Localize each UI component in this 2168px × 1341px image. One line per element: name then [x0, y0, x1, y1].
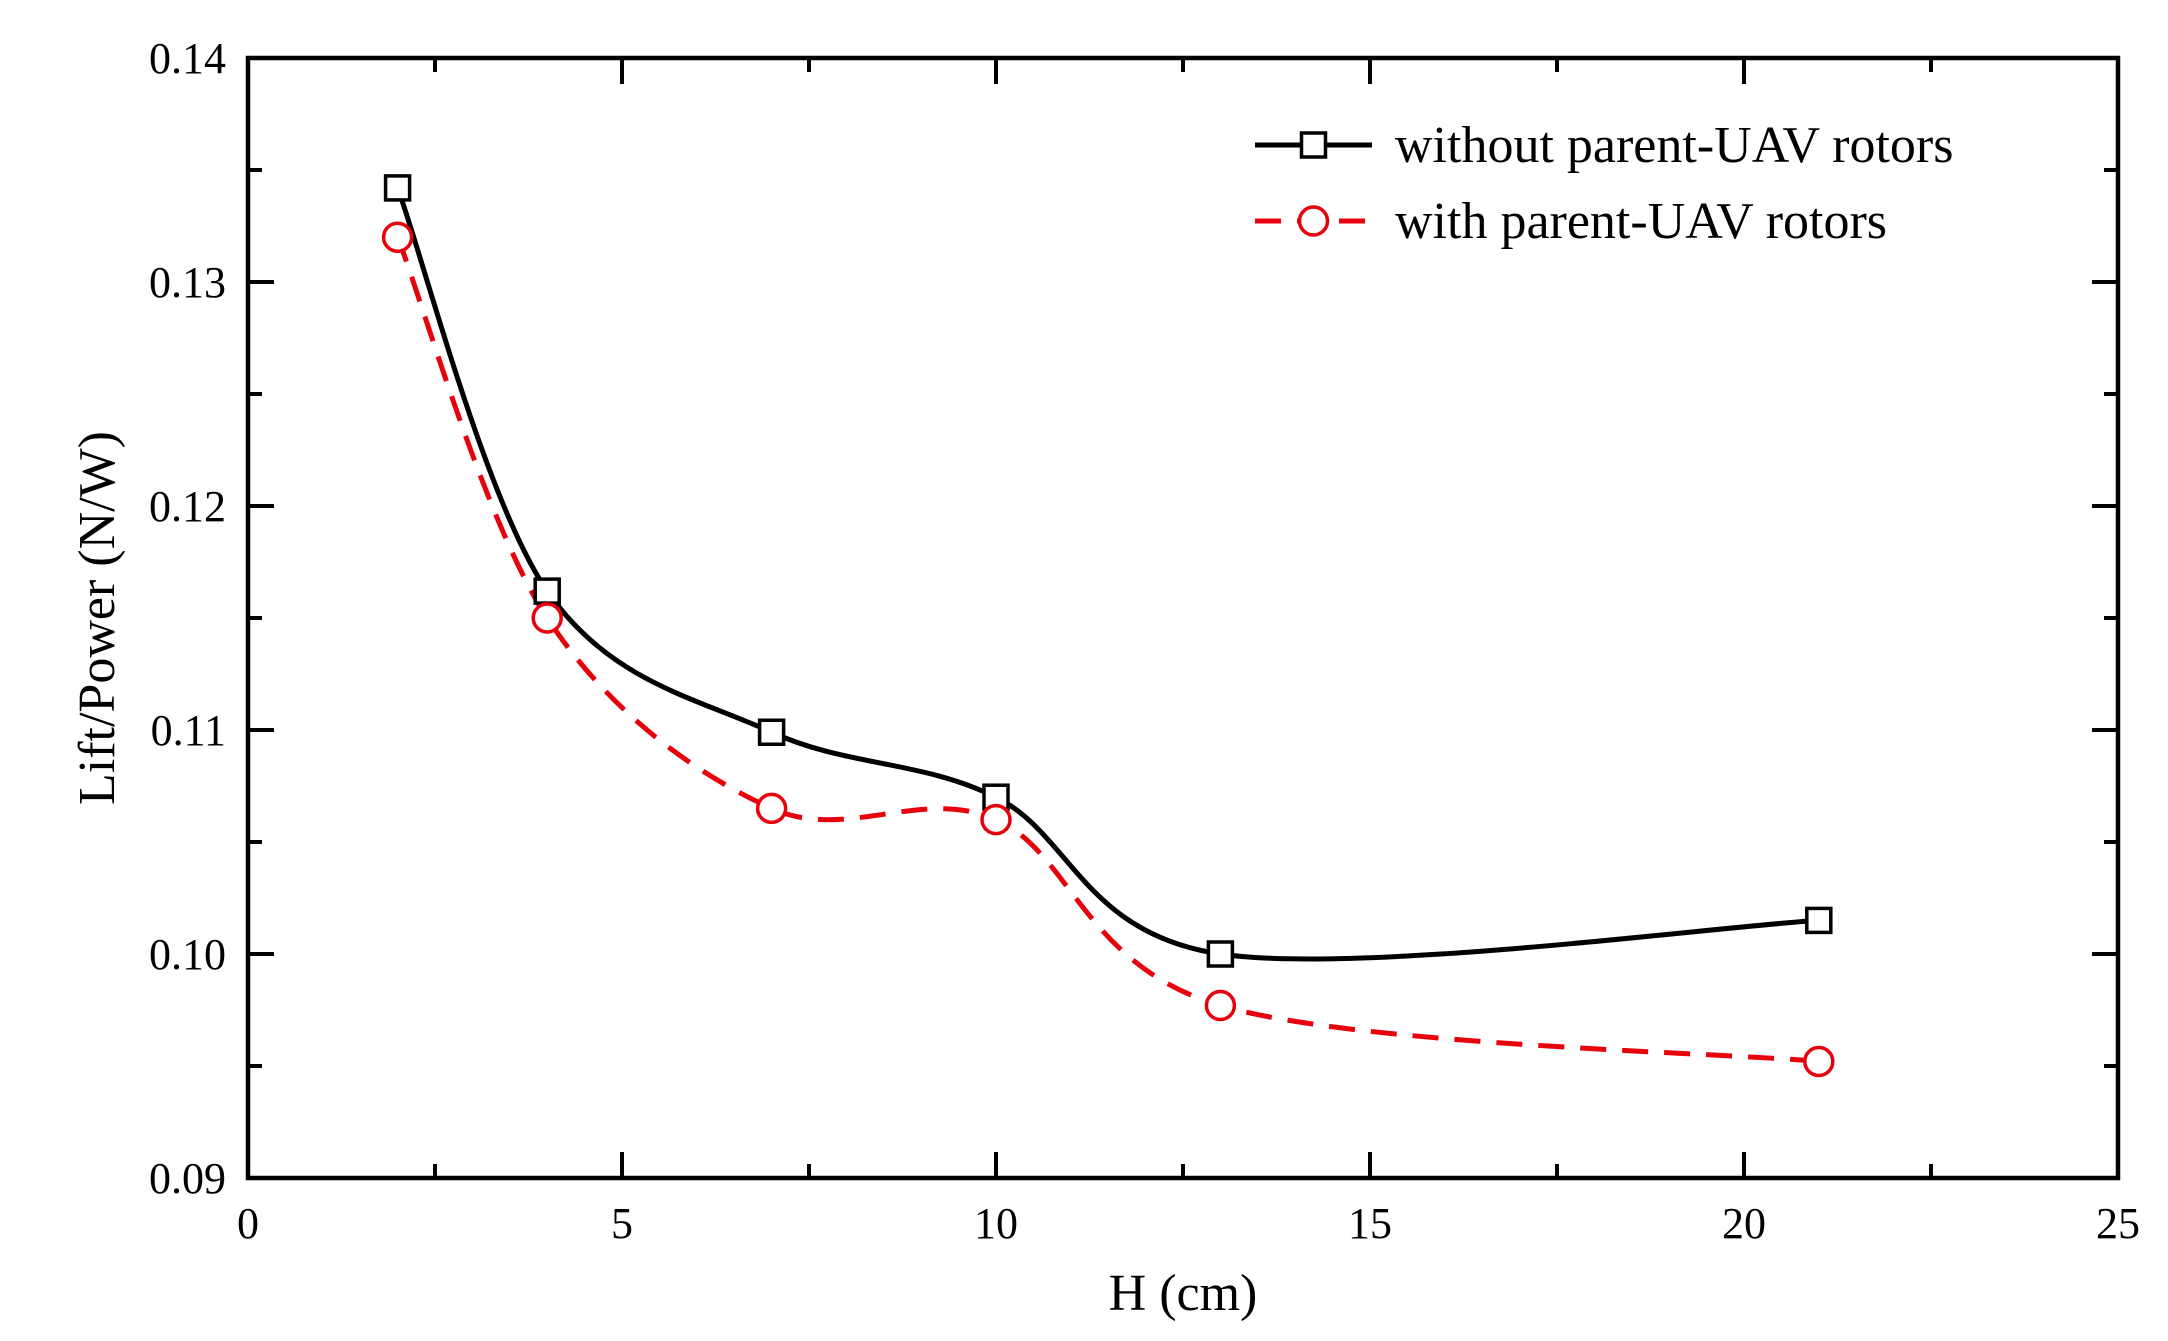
x-axis-title: H (cm) — [1109, 1265, 1258, 1322]
data-point-circle — [1803, 1045, 1835, 1078]
series-line-2 — [395, 236, 1820, 1064]
y-tick-label: 0.09 — [149, 1154, 226, 1203]
series-curves — [395, 187, 1820, 1064]
data-point-circle — [980, 803, 1012, 836]
y-tick-label: 0.14 — [149, 34, 226, 83]
x-tick-label: 5 — [611, 1199, 633, 1248]
data-point-square — [383, 174, 412, 202]
data-point-square — [1206, 940, 1235, 968]
legend-label-1: without parent-UAV rotors — [1395, 117, 1953, 174]
x-tick-label: 0 — [237, 1199, 259, 1248]
data-point-square — [1805, 906, 1833, 935]
y-tick-label: 0.11 — [151, 706, 226, 755]
data-point-circle — [1204, 989, 1237, 1022]
data-point-square — [757, 718, 786, 746]
axis-ticks — [246, 56, 2120, 1180]
data-point-circle — [531, 602, 563, 634]
y-tick-label: 0.13 — [149, 258, 226, 307]
x-tick-label: 10 — [974, 1199, 1018, 1248]
series-markers — [381, 174, 1835, 1078]
legend: without parent-UAV rotors with parent-UAV… — [1255, 117, 1953, 250]
legend-label-2: with parent-UAV rotors — [1395, 193, 1887, 250]
data-point-circle — [381, 221, 414, 253]
data-point-square — [533, 577, 561, 605]
series-line-1 — [395, 187, 1819, 962]
x-tick-labels: 0 5 10 15 20 25 — [237, 1199, 2140, 1248]
y-axis-title: Lift/Power (N/W) — [69, 431, 126, 805]
legend-marker-circle — [1297, 205, 1330, 237]
y-tick-label: 0.12 — [149, 482, 226, 531]
x-tick-label: 20 — [1722, 1199, 1766, 1248]
x-tick-label: 15 — [1348, 1199, 1392, 1248]
y-tick-labels: 0.09 0.10 0.11 0.12 0.13 0.14 — [149, 34, 226, 1203]
legend-marker-square — [1299, 131, 1328, 159]
y-tick-label: 0.10 — [149, 930, 226, 979]
x-tick-label: 25 — [2096, 1199, 2140, 1248]
data-point-circle — [755, 792, 788, 825]
